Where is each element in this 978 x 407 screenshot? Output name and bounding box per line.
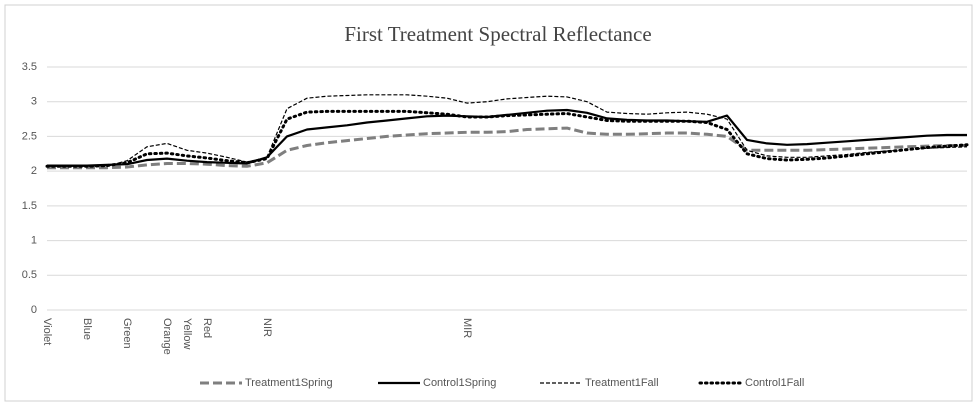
y-tick-label: 3: [31, 96, 37, 108]
legend-label: Control1Spring: [423, 377, 496, 389]
series-line: [45, 109, 969, 168]
y-tick-label: 2.5: [22, 130, 37, 142]
y-tick-label: 2: [31, 165, 37, 177]
y-tick-label: 0: [31, 304, 37, 316]
y-tick-label: 1: [31, 234, 37, 246]
legend-label: Treatment1Spring: [245, 377, 333, 389]
x-tick-label: Orange: [161, 318, 173, 355]
x-tick-label: NIR: [261, 318, 273, 337]
chart-frame: [4, 4, 973, 402]
x-tick-label: Blue: [81, 318, 93, 340]
x-tick-label: Violet: [41, 318, 53, 345]
x-tick-label: MIR: [461, 318, 473, 338]
legend-label: Control1Fall: [745, 377, 804, 389]
legend-label: Treatment1Fall: [585, 377, 659, 389]
y-tick-label: 0.5: [22, 269, 37, 281]
x-tick-label: Green: [121, 318, 133, 349]
chart-title: First Treatment Spectral Reflectance: [344, 22, 651, 46]
y-tick-label: 1.5: [22, 200, 37, 212]
y-tick-label: 3.5: [22, 61, 37, 73]
x-tick-label: Red: [201, 318, 213, 338]
series-line: [47, 94, 968, 167]
x-tick-label: Yellow: [181, 318, 193, 349]
